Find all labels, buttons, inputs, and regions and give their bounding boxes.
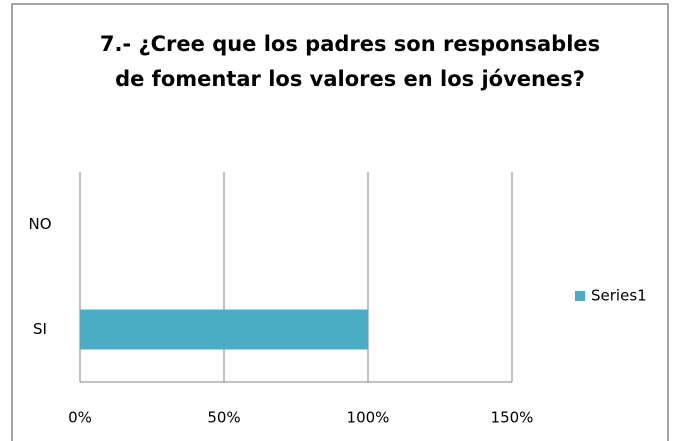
bar <box>80 309 368 350</box>
legend-swatch <box>575 291 585 301</box>
chart-title: 7.- ¿Cree que los padres son responsable… <box>100 32 600 56</box>
x-tick-label: 50% <box>207 409 240 427</box>
legend-label: Series1 <box>591 287 647 305</box>
y-tick-label: SI <box>33 320 47 338</box>
y-tick-label: NO <box>28 215 51 233</box>
chart-title: de fomentar los valores en los jóvenes? <box>115 67 585 91</box>
chart-frame <box>11 3 669 441</box>
x-tick-label: 0% <box>68 409 92 427</box>
x-tick-label: 150% <box>491 409 534 427</box>
x-tick-label: 100% <box>347 409 390 427</box>
